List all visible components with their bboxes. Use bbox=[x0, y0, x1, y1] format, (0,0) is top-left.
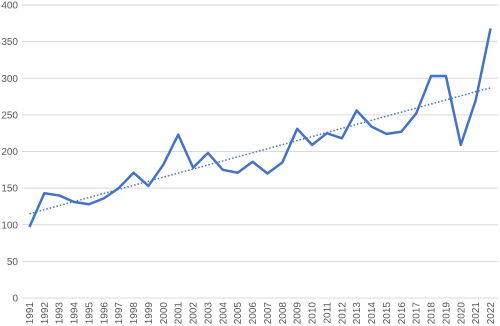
x-tick-label: 1998 bbox=[129, 302, 140, 325]
x-tick-label: 2002 bbox=[189, 302, 200, 325]
x-tick-label: 2015 bbox=[382, 302, 393, 325]
x-tick-label: 2005 bbox=[233, 302, 244, 325]
x-tick-label: 2021 bbox=[471, 302, 482, 325]
y-tick-label: 400 bbox=[1, 1, 18, 12]
x-tick-label: 2020 bbox=[456, 302, 467, 325]
x-tick-label: 2010 bbox=[308, 302, 319, 325]
x-tick-label: 2019 bbox=[441, 302, 452, 325]
x-tick-label: 1997 bbox=[114, 302, 125, 325]
x-tick-label: 2001 bbox=[174, 302, 185, 325]
y-tick-label: 250 bbox=[1, 110, 18, 121]
x-tick-label: 2009 bbox=[293, 302, 304, 325]
x-tick-label: 1996 bbox=[99, 302, 110, 325]
x-tick-label: 1992 bbox=[40, 302, 51, 325]
x-tick-label: 2004 bbox=[218, 302, 229, 325]
y-tick-label: 50 bbox=[7, 257, 19, 268]
x-tick-label: 1994 bbox=[70, 302, 81, 325]
x-tick-label: 1993 bbox=[55, 302, 66, 325]
x-tick-label: 2008 bbox=[278, 302, 289, 325]
x-tick-label: 2000 bbox=[159, 302, 170, 325]
x-tick-label: 2003 bbox=[203, 302, 214, 325]
x-tick-label: 2018 bbox=[427, 302, 438, 325]
x-tick-label: 1995 bbox=[84, 302, 95, 325]
x-tick-label: 2012 bbox=[337, 302, 348, 325]
x-tick-label: 2013 bbox=[352, 302, 363, 325]
x-tick-label: 1991 bbox=[25, 302, 36, 325]
y-tick-label: 0 bbox=[12, 294, 18, 305]
y-tick-label: 200 bbox=[1, 147, 18, 158]
y-tick-label: 300 bbox=[1, 74, 18, 85]
x-tick-label: 2017 bbox=[412, 302, 423, 325]
y-tick-label: 150 bbox=[1, 184, 18, 195]
data-line bbox=[28, 28, 492, 228]
x-tick-label: 2016 bbox=[397, 302, 408, 325]
y-tick-label: 350 bbox=[1, 37, 18, 48]
x-tick-label: 2006 bbox=[248, 302, 259, 325]
x-tick-label: 2014 bbox=[367, 302, 378, 325]
x-tick-label: 2007 bbox=[263, 302, 274, 325]
y-tick-label: 100 bbox=[1, 220, 18, 231]
x-tick-label: 2011 bbox=[322, 302, 333, 324]
trend-line bbox=[29, 87, 491, 215]
x-tick-label: 2022 bbox=[486, 302, 497, 325]
x-tick-label: 1999 bbox=[144, 302, 155, 325]
